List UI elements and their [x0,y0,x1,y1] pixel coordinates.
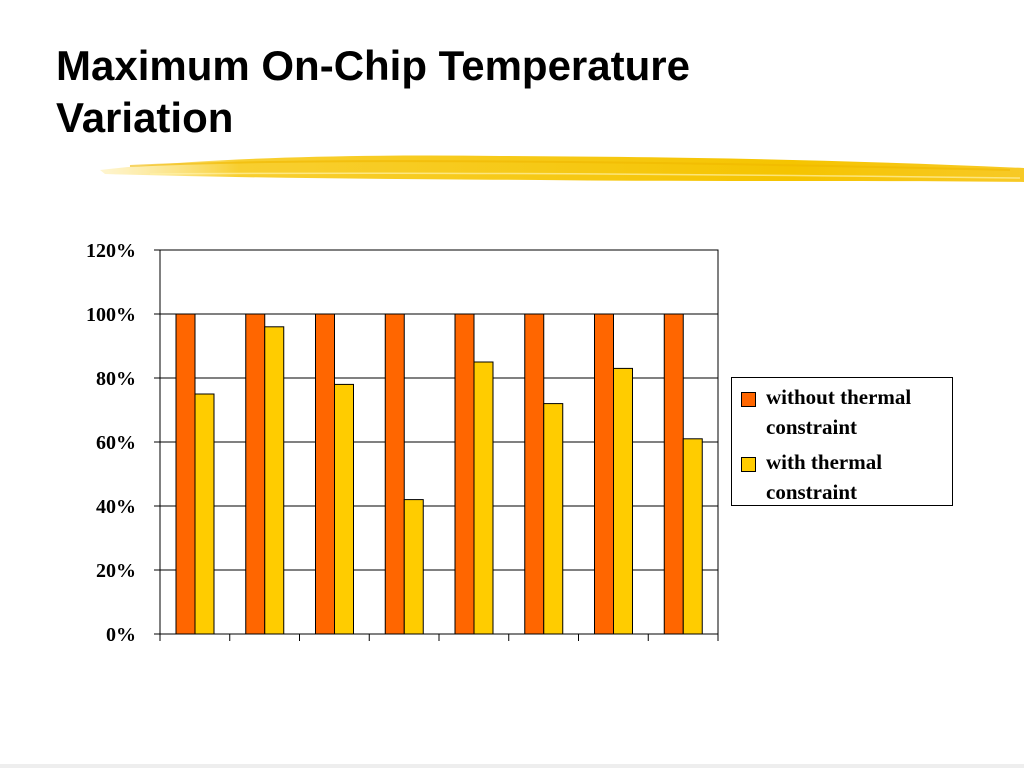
bar-with-thermal-constraint [334,383,354,635]
bar-without-thermal-constraint [384,313,405,635]
bar-without-thermal-constraint [245,313,266,635]
bar-with-thermal-constraint [403,499,424,635]
bar-without-thermal-constraint [454,313,475,635]
slide-footer-strip [0,764,1024,768]
slide-title: Maximum On-Chip Temperature Variation [56,40,976,144]
bar-without-thermal-constraint [594,313,614,635]
legend-label-without-thermal-constraint: without thermal constraint [766,385,912,439]
y-tick-label: 80% [96,368,136,390]
y-tick-label: 120% [86,240,136,262]
chart-legend: without thermal constraint with thermal … [731,377,953,506]
slide-title-line-1: Maximum On-Chip Temperature [56,42,690,89]
bar-with-thermal-constraint [543,403,564,635]
plot-border [159,249,719,635]
highlighter-streak [149,172,1021,179]
y-tick-label: 100% [86,304,136,326]
legend-swatch-yellow [741,457,756,472]
y-tick-label: 0% [106,624,136,646]
legend-swatch-orange [741,392,756,407]
legend-label-with-thermal-constraint: with thermal constraint [766,450,883,504]
y-tick-label: 60% [96,432,136,454]
bar-with-thermal-constraint [613,367,633,635]
y-tick-label: 20% [96,560,136,582]
highlighter-stroke [100,155,1024,182]
bar-with-thermal-constraint [264,326,285,635]
bar-with-thermal-constraint [194,393,215,635]
bar-without-thermal-constraint [315,313,335,635]
bar-without-thermal-constraint [524,313,545,635]
bar-without-thermal-constraint [175,313,196,635]
highlighter-streak [129,160,1011,171]
bar-without-thermal-constraint [663,313,684,635]
y-tick-label: 40% [96,496,136,518]
slide-title-line-2: Variation [56,94,234,141]
bar-with-thermal-constraint [682,438,703,635]
plot-area: 0% 20% 40% 60% 80% 100% 120% [86,240,719,646]
bar-with-thermal-constraint [473,361,494,635]
